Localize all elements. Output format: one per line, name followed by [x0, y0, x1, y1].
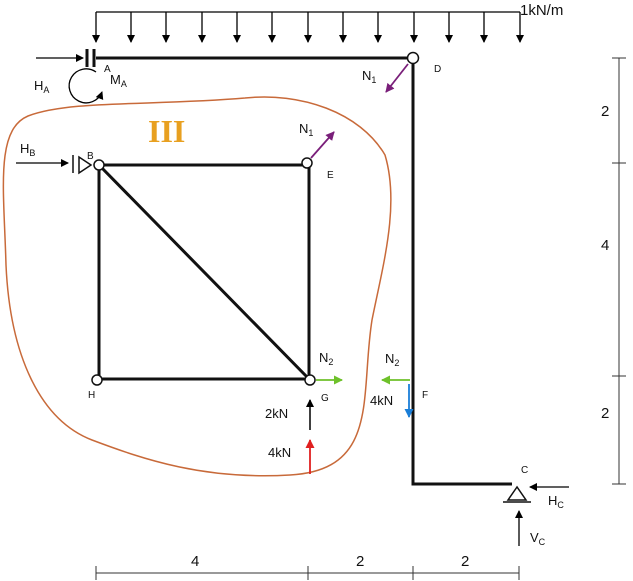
- force-label-n1-d: N1: [362, 68, 376, 85]
- force-arrow-n1-d: [385, 63, 409, 93]
- node-label-f: F: [422, 390, 428, 401]
- hinge-d: [406, 51, 420, 65]
- load-label: 1kN/m: [520, 2, 563, 19]
- zone-iii-label: III: [148, 113, 185, 149]
- node-label-e: E: [327, 170, 334, 181]
- node-label-g: G: [321, 393, 329, 404]
- node-label-b: B: [87, 151, 94, 162]
- dim-h-2: 2: [356, 553, 364, 570]
- force-arrow-n1-e: [310, 131, 335, 159]
- node-label-c: C: [521, 465, 528, 476]
- reaction-label-ma: MA: [110, 72, 127, 89]
- reaction-label-hb: HB: [20, 141, 35, 158]
- dim-h-3: 2: [461, 553, 469, 570]
- dimension-line-horizontal: [95, 566, 520, 580]
- reaction-label-hc: HC: [548, 493, 564, 510]
- node-label-h: H: [88, 390, 95, 401]
- clamp-support-a: [85, 49, 96, 67]
- node-label-d: D: [434, 64, 441, 75]
- pin-support-b: [72, 155, 93, 175]
- dim-v-3: 2: [601, 405, 609, 422]
- force-label-2kn: 2kN: [265, 406, 288, 421]
- node-e: [301, 157, 313, 169]
- force-label-n2-f: N2: [385, 351, 399, 368]
- dim-v-1: 2: [601, 103, 609, 120]
- roller-support-c: [503, 485, 531, 503]
- node-h: [91, 374, 103, 386]
- dim-h-1: 4: [191, 553, 199, 570]
- moment-arrow-ma: [68, 68, 104, 104]
- distributed-load: [92, 11, 524, 43]
- frame: [96, 56, 512, 486]
- truss: [97, 163, 311, 381]
- force-label-n1-e: N1: [299, 121, 313, 138]
- reaction-label-vc: VC: [530, 530, 546, 547]
- dimension-line-vertical: [612, 57, 626, 485]
- node-g: [304, 374, 316, 386]
- force-label-4kn-g: 4kN: [268, 445, 291, 460]
- node-b: [93, 159, 105, 171]
- reaction-label-ha: HA: [34, 78, 49, 95]
- zone-iii-outline: [2, 96, 392, 477]
- node-label-a: A: [104, 64, 111, 75]
- force-label-n2-g: N2: [319, 350, 333, 367]
- force-label-4kn-f: 4kN: [370, 393, 393, 408]
- dim-v-2: 4: [601, 237, 609, 254]
